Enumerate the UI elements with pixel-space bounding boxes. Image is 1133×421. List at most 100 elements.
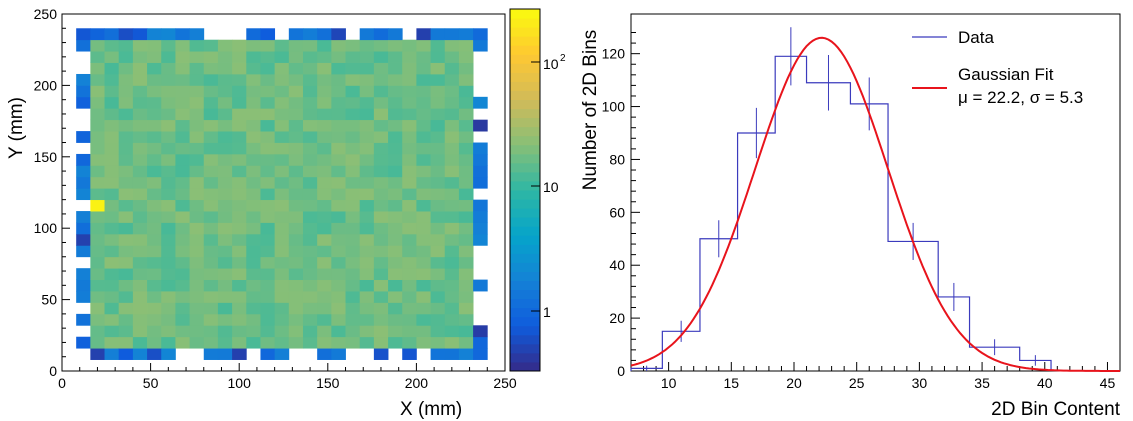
heatmap-cell: [288, 131, 304, 143]
heatmap-cell: [189, 222, 205, 235]
heatmap-cell: [416, 336, 431, 349]
heatmap-cell: [317, 302, 332, 315]
heatmap-cell: [175, 119, 190, 132]
heatmap-cell: [189, 96, 205, 109]
heatmap-cell: [232, 302, 247, 315]
heatmap-cell: [331, 245, 346, 258]
heatmap-cell: [388, 268, 403, 281]
heatmap-y-tick-label: 0: [49, 363, 57, 379]
legend-fit-label: Gaussian Fit: [958, 65, 1054, 84]
heatmap-cell: [317, 131, 332, 143]
heatmap-cell: [430, 256, 446, 269]
heatmap-cell: [161, 199, 176, 212]
heatmap-cell: [317, 96, 332, 109]
heatmap-cell: [246, 96, 261, 109]
heatmap-cell: [147, 279, 162, 292]
heatmap-cell: [246, 165, 261, 178]
heatmap-cell: [147, 51, 162, 63]
heatmap-cell: [260, 245, 276, 258]
histogram-x-tick-label: 35: [974, 375, 990, 391]
heatmap-cell: [161, 62, 176, 75]
heatmap-cell: [189, 188, 205, 201]
heatmap-cell: [217, 131, 233, 143]
heatmap-cell: [90, 245, 105, 258]
heatmap-cell: [345, 39, 361, 52]
heatmap-cell: [402, 176, 417, 189]
heatmap-y-axis-label: Y (mm): [6, 97, 27, 159]
colorbar-label-100-base: 10: [543, 56, 559, 72]
heatmap-cell: [416, 96, 431, 109]
heatmap-cell: [317, 51, 332, 63]
heatmap-cell: [118, 73, 134, 86]
heatmap-cell: [217, 268, 233, 281]
heatmap-cell: [203, 233, 219, 246]
heatmap-cell: [203, 188, 219, 201]
heatmap-cell: [416, 188, 431, 201]
heatmap-cell: [430, 268, 446, 281]
colorbar-step: [510, 271, 540, 281]
heatmap-cell: [416, 233, 431, 246]
heatmap-cell: [458, 108, 474, 121]
heatmap-cell: [232, 313, 247, 326]
heatmap-cell: [331, 108, 346, 121]
colorbar-step: [510, 334, 540, 345]
heatmap-cell: [373, 62, 389, 75]
heatmap-cell: [175, 268, 190, 281]
heatmap-cell: [317, 165, 332, 178]
heatmap-cell: [302, 291, 318, 303]
heatmap-cell: [76, 268, 91, 281]
heatmap-cell: [246, 222, 261, 235]
heatmap-cell: [189, 302, 205, 315]
heatmap-cell: [444, 131, 460, 143]
heatmap-y-ticks: 0 50 100 150 200 250: [34, 6, 70, 379]
heatmap-cell: [189, 108, 205, 121]
heatmap-cell: [444, 188, 460, 201]
heatmap-cell: [458, 165, 474, 178]
heatmap-cell: [345, 96, 361, 109]
heatmap-cell: [430, 96, 446, 109]
heatmap-cell: [331, 73, 346, 86]
heatmap-cell: [232, 199, 247, 212]
heatmap-cell: [373, 28, 389, 41]
heatmap-cell: [132, 39, 148, 52]
heatmap-cell: [132, 142, 148, 155]
heatmap-cell: [203, 256, 219, 269]
heatmap-cell: [274, 131, 290, 143]
heatmap-cell: [232, 348, 247, 360]
heatmap-cell: [104, 73, 120, 86]
heatmap-cell: [189, 279, 205, 292]
heatmap-cell: [331, 256, 346, 269]
heatmap-cell: [217, 233, 233, 246]
heatmap-cell: [90, 39, 105, 52]
heatmap-cell: [161, 28, 176, 41]
histogram-panel: 10 15 20 25 30 35 40 45 0 20 40 60 80 100 120 Data Ga…: [580, 13, 1121, 420]
heatmap-panel: 0 50 100 150 200 250 0 50 100 150 200 250 X (mm) Y…: [6, 6, 517, 420]
heatmap-cell: [458, 325, 474, 338]
heatmap-cell: [373, 268, 389, 281]
heatmap-cell: [359, 96, 375, 109]
heatmap-cell: [104, 119, 120, 132]
heatmap-cell: [288, 85, 304, 98]
heatmap-cell: [203, 165, 219, 178]
heatmap-cell: [175, 51, 190, 63]
colorbar-step: [510, 72, 540, 82]
heatmap-cell: [118, 291, 134, 303]
heatmap-cell: [473, 39, 488, 52]
heatmap-cell: [118, 325, 134, 338]
heatmap-cell: [189, 325, 205, 338]
heatmap-cell: [373, 302, 389, 315]
heatmap-cell: [260, 131, 276, 143]
heatmap-cell: [104, 131, 120, 143]
heatmap-cell: [175, 291, 190, 303]
heatmap-cell: [175, 313, 190, 326]
heatmap-cell: [359, 62, 375, 75]
heatmap-cell: [345, 62, 361, 75]
heatmap-cell: [359, 233, 375, 246]
heatmap-cell: [458, 348, 474, 360]
heatmap-cell: [260, 165, 276, 178]
heatmap-cell: [473, 28, 488, 41]
colorbar-step: [510, 325, 540, 336]
heatmap-cell: [416, 28, 431, 41]
heatmap-cell: [402, 153, 417, 166]
heatmap-cell: [473, 96, 488, 109]
